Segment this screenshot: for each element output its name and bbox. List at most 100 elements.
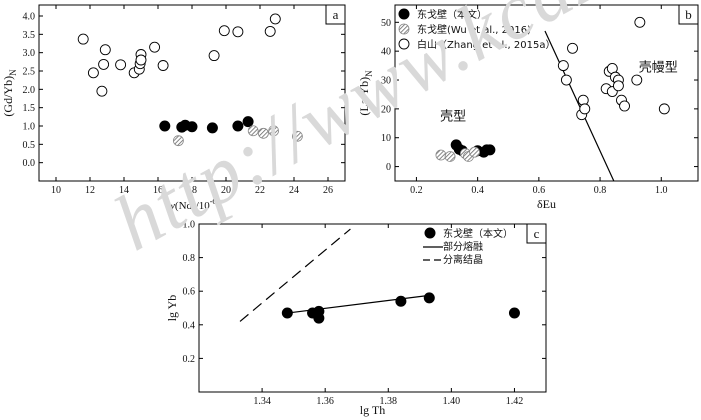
x-tick-label: 16 xyxy=(153,185,163,196)
legend-label: 东戈壁(Wu et al., 2016) xyxy=(417,23,531,36)
boundary-line xyxy=(544,30,615,182)
data-point-filled xyxy=(206,122,218,134)
y-tick-label: 3.5 xyxy=(23,30,36,41)
data-point-filled xyxy=(508,307,520,319)
y-tick-label: 30 xyxy=(381,76,391,87)
data-point-open xyxy=(631,74,643,86)
data-point-open xyxy=(232,26,244,38)
data-point-open xyxy=(218,25,230,37)
data-point-filled xyxy=(313,305,325,317)
y-axis-label-main: (La/Yb) xyxy=(357,77,371,116)
y-tick-label: 1.5 xyxy=(23,103,36,114)
y-tick-label: 0.5 xyxy=(23,140,36,151)
x-tick-label: 0.8 xyxy=(594,185,607,196)
y-axis-label-main: (Gd/Yb) xyxy=(1,76,15,117)
x-axis-label: δEu xyxy=(537,197,556,211)
data-point-open xyxy=(557,60,569,72)
plot-frame xyxy=(38,4,346,182)
data-point-open xyxy=(96,85,108,97)
data-point-hatched xyxy=(268,125,280,137)
y-tick-label: 2.0 xyxy=(23,85,36,96)
legend-label: 东戈壁（本文） xyxy=(417,8,487,21)
x-axis-label-var: w xyxy=(168,200,176,212)
plot-frame xyxy=(198,223,547,393)
y-tick-label: 0.8 xyxy=(183,253,196,264)
region-label: 壳幔型 xyxy=(639,60,678,75)
x-tick-label: 1.42 xyxy=(506,396,524,407)
legend-marker-filled xyxy=(398,8,410,20)
data-point-open xyxy=(612,80,624,92)
data-point-open xyxy=(77,33,89,45)
y-axis-label: (Gd/Yb)N xyxy=(1,69,18,117)
x-tick-label: 18 xyxy=(187,185,197,196)
y-tick-label: 50 xyxy=(381,18,391,29)
x-tick-label: 0.6 xyxy=(533,185,546,196)
x-axis-label: lg Th xyxy=(360,403,385,417)
y-tick-label: 40 xyxy=(381,47,391,58)
x-axis-label-body: (Nd)/10 xyxy=(175,200,210,212)
data-point-open xyxy=(567,42,578,54)
data-point-open xyxy=(269,13,281,25)
y-tick-label: 0.4 xyxy=(183,320,196,331)
data-point-open xyxy=(560,74,572,86)
x-tick-label: 22 xyxy=(255,185,265,196)
y-tick-label: 2.5 xyxy=(23,67,36,78)
x-tick-label: 12 xyxy=(85,185,95,196)
legend-label: 白山（Zhang et al., 2015a） xyxy=(417,38,555,51)
x-axis-label-sup: -6 xyxy=(210,197,217,206)
panel-letter: c xyxy=(534,226,540,241)
data-point-open xyxy=(208,50,220,62)
data-point-hatched xyxy=(444,151,456,162)
data-point-hatched xyxy=(257,127,269,139)
data-point-hatched xyxy=(469,146,480,158)
y-axis-label: (La/Yb)N xyxy=(357,70,374,116)
data-point-filled xyxy=(242,116,254,128)
x-tick-label: 24 xyxy=(289,185,299,196)
x-tick-label: 20 xyxy=(221,185,231,196)
panel-letter-box xyxy=(325,4,346,25)
legend-label: 分离结晶 xyxy=(443,253,483,266)
data-point-open xyxy=(135,54,147,66)
data-point-filled xyxy=(395,295,407,307)
data-point-open xyxy=(98,58,110,70)
y-tick-label: 10 xyxy=(381,133,391,144)
y-tick-label: 0.6 xyxy=(183,287,196,298)
data-point-open xyxy=(99,44,111,56)
x-tick-label: 0.4 xyxy=(471,185,484,196)
y-axis-label-sub: N xyxy=(8,69,18,76)
panel-letter-box xyxy=(678,4,699,25)
panel-letter: a xyxy=(333,7,339,22)
x-tick-label: 1.0 xyxy=(655,185,668,196)
data-point-filled xyxy=(232,120,244,132)
data-point-open xyxy=(619,100,630,112)
x-tick-label: 1.36 xyxy=(316,396,334,407)
fractional-crystallization-line xyxy=(239,228,351,322)
panel-b: 0.2 0.4 0.6 0.8 1.0 0 10 20 30 40 50 b δEu (La/Yb)N 壳型… xyxy=(357,4,699,211)
data-point-hatched xyxy=(247,125,259,137)
legend-marker-filled xyxy=(424,227,436,239)
data-point-filled xyxy=(281,307,293,319)
data-point-open xyxy=(579,103,591,115)
x-tick-label: 14 xyxy=(119,185,129,196)
data-point-open xyxy=(658,103,670,115)
y-tick-label: 0.2 xyxy=(183,354,196,365)
y-axis-label-sub: N xyxy=(364,70,374,77)
legend-marker-hatched xyxy=(398,23,410,35)
data-point-open xyxy=(149,41,161,53)
y-tick-label: 0 xyxy=(386,162,391,173)
data-point-filled xyxy=(484,144,496,156)
y-tick-label: 1.0 xyxy=(23,122,36,133)
legend-marker-open xyxy=(398,38,410,50)
panel-a: 10 12 14 16 18 20 22 24 26 0.0 0.5 1.0 1.5 2.0 2.5 3.0 3… xyxy=(1,4,346,212)
data-point-filled xyxy=(159,120,171,132)
x-tick-label: 0.2 xyxy=(410,185,423,196)
panel-c: 1.34 1.36 1.38 1.40 1.42 0.2 0.4 0.6 0.8 1.0 c lg T… xyxy=(165,220,547,417)
x-axis-label: w(Nd)/10-6 xyxy=(168,197,217,212)
x-tick-label: 26 xyxy=(323,185,333,196)
x-tick-label: 1.34 xyxy=(253,396,271,407)
data-point-open xyxy=(634,16,646,28)
data-point-filled xyxy=(186,121,198,133)
data-point-filled xyxy=(423,292,435,304)
y-tick-label: 20 xyxy=(381,104,391,115)
legend-label: 部分熔融 xyxy=(443,240,483,253)
